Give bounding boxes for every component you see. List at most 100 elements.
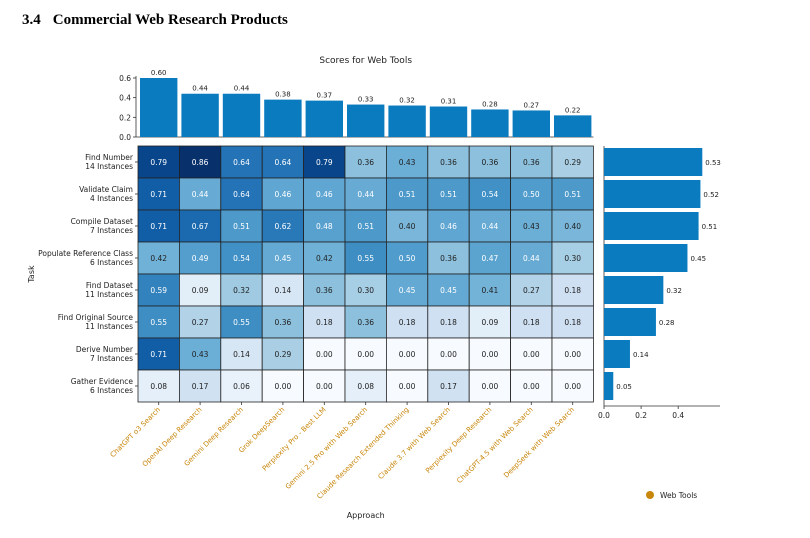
heatmap-cell-value: 0.45	[399, 286, 416, 295]
task-name: Derive Number	[76, 345, 134, 354]
task-instances: 14 Instances	[85, 162, 133, 171]
heatmap-cell-value: 0.50	[399, 254, 416, 263]
heatmap-cell-value: 0.29	[275, 350, 292, 359]
task-mean-label: 0.05	[616, 383, 632, 391]
task-name: Find Dataset	[86, 281, 133, 290]
heatmap-cell-value: 0.44	[523, 254, 540, 263]
task-mean-bar	[604, 340, 630, 368]
task-mean-bar	[604, 276, 664, 304]
approach-mean-label: 0.38	[275, 91, 291, 99]
heatmap-cell-value: 0.51	[233, 222, 250, 231]
heatmap-cell	[427, 369, 470, 403]
approach-label: DeepSeek with Web Search	[502, 406, 576, 480]
approach-mean-label: 0.44	[234, 85, 250, 93]
heatmap-cell-value: 0.49	[192, 254, 209, 263]
approach-mean-bar	[347, 104, 385, 137]
approach-mean-label: 0.37	[317, 92, 333, 100]
task-mean-bar	[604, 308, 656, 336]
heatmap-cell-value: 0.27	[523, 286, 540, 295]
task-name: Populate Reference Class	[38, 249, 133, 258]
heatmap-cell-value: 0.36	[440, 254, 457, 263]
task-mean-label: 0.28	[659, 319, 675, 327]
heatmap-cell-value: 0.29	[564, 158, 581, 167]
heatmap-cell-value: 0.45	[275, 254, 292, 263]
heatmap-cell	[220, 209, 263, 243]
heatmap-cell-value: 0.62	[275, 222, 292, 231]
task-mean-label: 0.53	[705, 159, 721, 167]
heatmap-cell-value: 0.14	[275, 286, 292, 295]
heatmap-cell	[261, 369, 305, 403]
task-instances: 6 Instances	[90, 258, 133, 267]
task-name: Find Number	[85, 153, 134, 162]
heatmap-cell-value: 0.79	[150, 158, 167, 167]
heatmap-cell-value: 0.36	[316, 286, 333, 295]
y-axis-label: Task	[27, 265, 36, 284]
approach-label: Gemini 2.5 Pro with Web Search	[284, 406, 369, 491]
approach-label: Claude Research Extended Thinking	[316, 406, 411, 501]
heatmap-cell	[385, 177, 429, 211]
heatmap-cell-value: 0.42	[316, 254, 333, 263]
heatmap-cell	[303, 241, 346, 275]
heatmap-cell-value: 0.18	[523, 318, 540, 327]
heatmap-cell-value: 0.14	[233, 350, 250, 359]
heatmap-cell	[551, 305, 594, 339]
approach-label: Grok DeepSearch	[237, 406, 286, 455]
heatmap-cell-value: 0.64	[233, 190, 250, 199]
section-number: 3.4	[22, 12, 41, 28]
heatmap-cell-value: 0.27	[192, 318, 209, 327]
heatmap-cell	[468, 273, 512, 307]
legend-label: Web Tools	[660, 491, 697, 500]
x-axis-label: Approach	[347, 511, 385, 520]
heatmap-cell-value: 0.44	[482, 222, 499, 231]
approach-mean-label: 0.60	[151, 69, 167, 77]
heatmap-cell-value: 0.43	[192, 350, 209, 359]
heatmap-cell-value: 0.64	[233, 158, 250, 167]
heatmap-cell-value: 0.09	[482, 318, 499, 327]
heatmap-cell-value: 0.36	[357, 318, 374, 327]
heatmap-cell-value: 0.64	[275, 158, 292, 167]
heatmap-cell-value: 0.00	[399, 350, 416, 359]
heatmap-cell	[344, 177, 387, 211]
heatmap-cell-value: 0.54	[233, 254, 250, 263]
heatmap-cell-value: 0.00	[316, 382, 333, 391]
heatmap-cell-value: 0.00	[564, 350, 581, 359]
heatmap-cell-value: 0.43	[523, 222, 540, 231]
approach-mean-bar	[222, 93, 261, 137]
heatmap-cell	[303, 337, 346, 371]
heatmap-cell-value: 0.51	[564, 190, 581, 199]
task-name: Validate Claim	[79, 185, 133, 194]
approach-mean-bar	[471, 109, 509, 137]
task-name: Find Original Source	[58, 313, 134, 322]
task-mean-bar	[604, 244, 688, 272]
heatmap-cell-value: 0.41	[482, 286, 499, 295]
task-mean-label: 0.14	[633, 351, 649, 359]
heatmap-cell-value: 0.00	[399, 382, 416, 391]
right-x-tick-label: 0.4	[672, 411, 684, 420]
heatmap-cell	[427, 145, 470, 179]
task-mean-bar	[604, 148, 703, 176]
task-instances: 4 Instances	[90, 194, 133, 203]
heatmap-cell	[551, 209, 594, 243]
heatmap-cell	[510, 369, 553, 403]
task-mean-label: 0.32	[666, 287, 682, 295]
heatmap-cell-value: 0.44	[357, 190, 374, 199]
approach-mean-label: 0.28	[482, 100, 498, 108]
heatmap-cell	[303, 209, 346, 243]
heatmap-cell	[344, 369, 387, 403]
heatmap-cell-value: 0.00	[357, 350, 374, 359]
heatmap-cell	[510, 177, 553, 211]
heatmap-cell	[510, 337, 553, 371]
heatmap-cell-value: 0.32	[233, 286, 250, 295]
heatmap-cell	[261, 209, 305, 243]
heatmap-cell-value: 0.00	[564, 382, 581, 391]
heatmap-cell	[261, 337, 305, 371]
heatmap-cell	[427, 177, 470, 211]
heatmap-cell	[551, 241, 594, 275]
heatmap-cell	[551, 145, 594, 179]
heatmap-cell	[468, 241, 512, 275]
heatmap-cell-value: 0.06	[233, 382, 250, 391]
heatmap-cell	[261, 241, 305, 275]
heatmap-cell-value: 0.30	[357, 286, 374, 295]
heatmap-cell-value: 0.30	[564, 254, 581, 263]
